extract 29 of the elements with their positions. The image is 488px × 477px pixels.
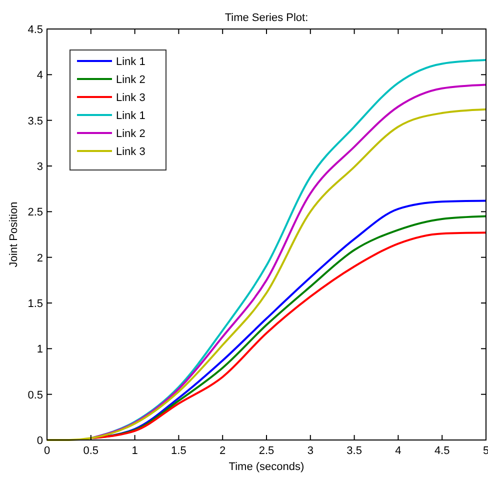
y-tick-label: 1.5 [28,298,43,310]
y-tick-label: 4.5 [28,24,43,36]
y-tick-label: 1 [36,344,43,356]
x-tick-label: 3 [307,445,314,457]
x-tick-label: 1.5 [171,445,186,457]
y-tick-label: 0.5 [28,389,43,402]
y-tick-label: 2 [36,252,43,264]
legend-label: Link 2 [116,128,146,140]
legend-label: Link 2 [116,74,146,86]
y-tick-label: 0 [36,435,43,447]
x-tick-label: 3.5 [346,445,362,457]
y-tick-label: 3 [36,161,43,173]
legend-label: Link 3 [116,92,146,104]
x-tick-label: 4.5 [434,445,450,457]
chart-title: Time Series Plot: [224,12,308,24]
x-tick-label: 4 [395,445,402,457]
y-tick-label: 2.5 [28,206,43,219]
legend-label: Link 1 [116,110,146,122]
x-tick-label: 0.5 [83,445,99,457]
y-tick-label: 4 [36,70,43,82]
x-axis-title: Time (seconds) [228,461,304,473]
y-tick-label: 3.5 [28,115,43,128]
y-axis-title: Joint Position [8,202,20,268]
x-tick-label: 2.5 [258,445,274,457]
line-series [46,108,487,441]
x-tick-label: 2 [220,445,226,457]
legend-label: Link 1 [116,56,146,68]
legend-label: Link 3 [116,146,146,158]
x-tick-label: 1 [132,445,138,457]
